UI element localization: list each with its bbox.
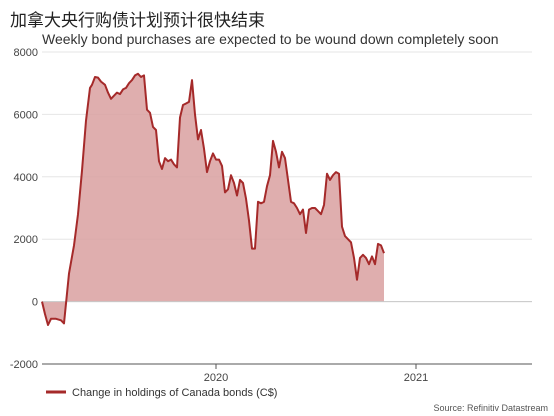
area-fill [42, 73, 384, 325]
y-tick-label: -2000 [10, 359, 38, 371]
y-tick-label: 0 [32, 297, 38, 309]
legend-label: Change in holdings of Canada bonds (C$) [72, 387, 277, 399]
x-tick-label: 2021 [404, 372, 428, 384]
series-line [41, 72, 385, 326]
chart-title: 加拿大央行购债计划预计很快结束 [10, 11, 265, 31]
y-tick-label: 4000 [14, 172, 38, 184]
chart-subtitle: Weekly bond purchases are expected to be… [42, 31, 499, 47]
y-tick-label: 6000 [14, 109, 38, 121]
source-note: Source: Refinitiv Datastream [433, 403, 548, 413]
y-tick-label: 2000 [14, 234, 38, 246]
x-axis-ticks: 2020 2021 [204, 364, 428, 384]
y-tick-label: 8000 [14, 47, 38, 59]
x-tick-label: 2020 [204, 372, 228, 384]
y-axis-tick-labels: -2000 0 2000 4000 6000 8000 [10, 47, 38, 371]
